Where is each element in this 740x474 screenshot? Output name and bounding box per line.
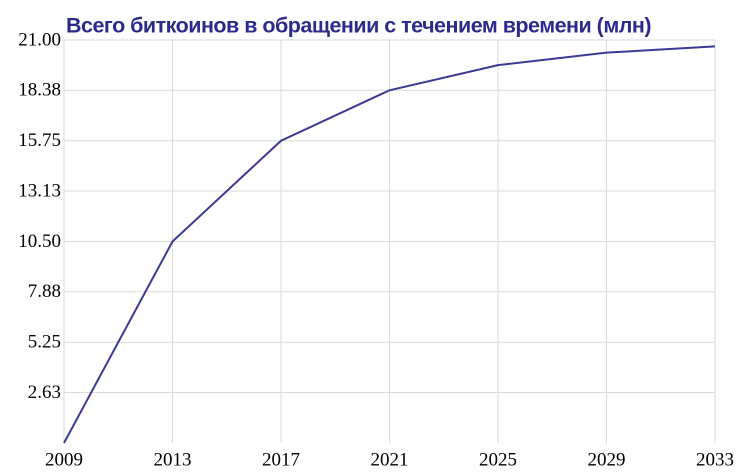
x-tick-label: 2025	[479, 449, 517, 470]
x-tick-label: 2013	[154, 449, 192, 470]
y-tick-label: 5.25	[28, 332, 61, 353]
x-tick-label: 2021	[371, 449, 409, 470]
y-tick-label: 21.00	[18, 29, 61, 50]
x-tick-label: 2029	[588, 449, 626, 470]
chart-title: Всего биткоинов в обращении с течением в…	[66, 15, 651, 38]
x-tick-label: 2009	[45, 449, 83, 470]
y-tick-label: 2.63	[28, 382, 61, 403]
y-tick-label: 13.13	[18, 180, 61, 201]
x-tick-label: 2017	[262, 449, 300, 470]
x-tick-label: 2033	[696, 449, 734, 470]
y-tick-label: 7.88	[28, 281, 61, 302]
data-line	[63, 45, 716, 444]
y-tick-label: 15.75	[18, 130, 61, 151]
y-tick-label: 10.50	[18, 231, 61, 252]
y-tick-label: 18.38	[18, 80, 61, 101]
